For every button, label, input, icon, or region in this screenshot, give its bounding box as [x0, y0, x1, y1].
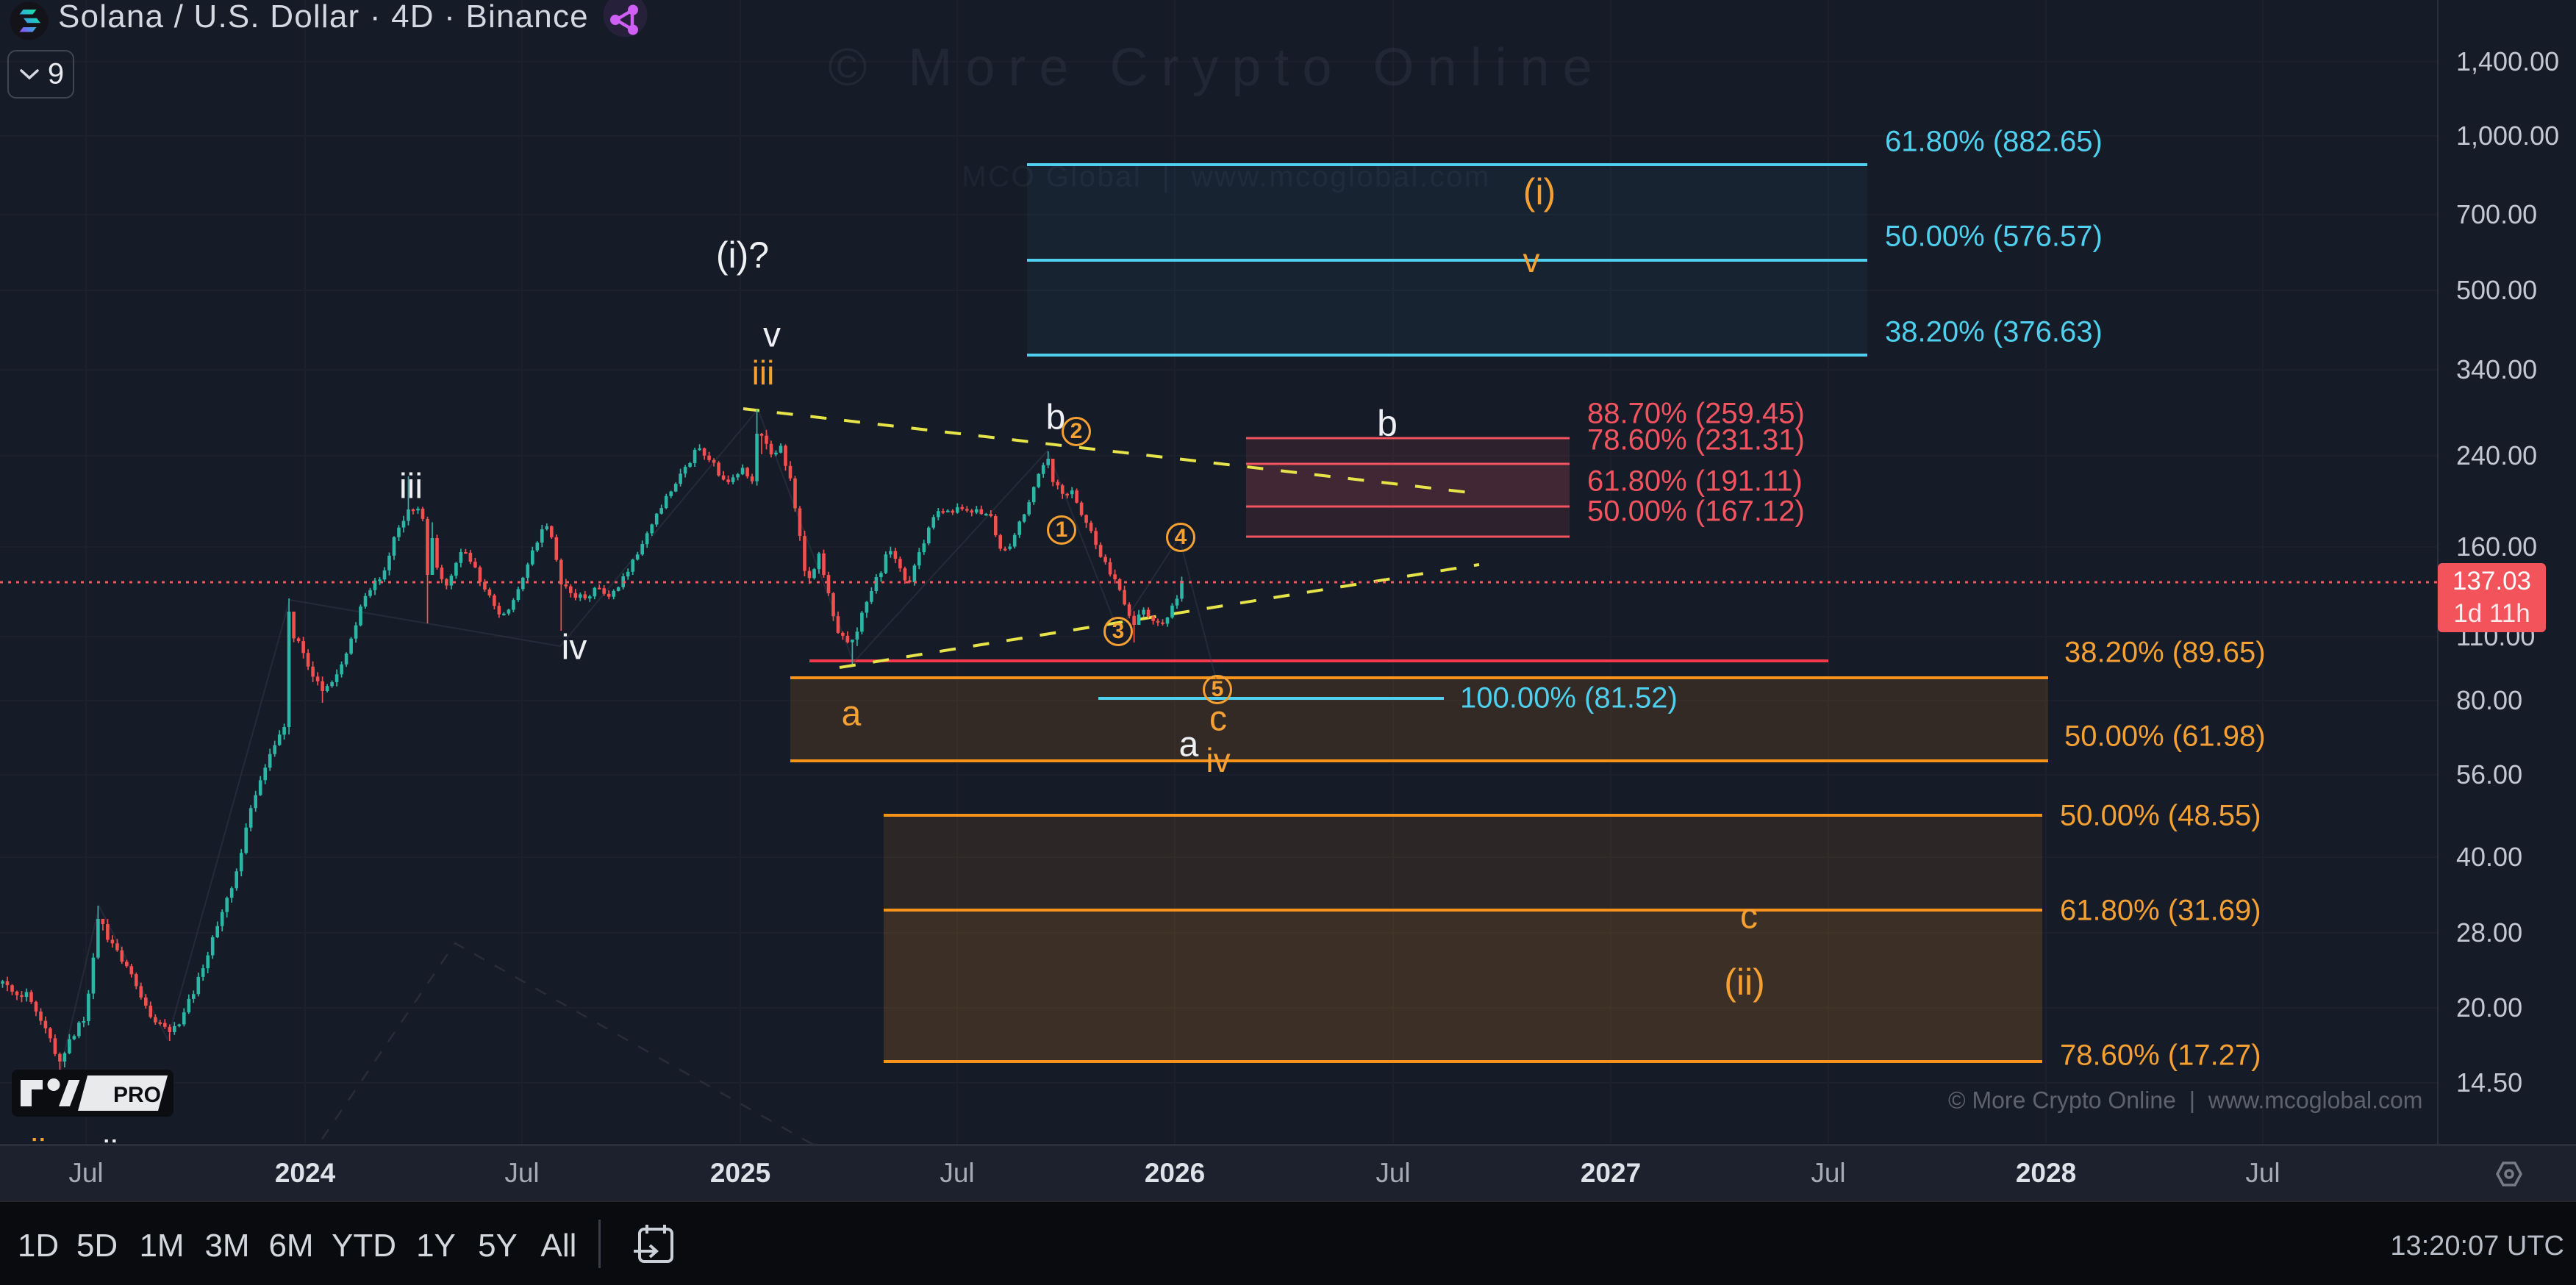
svg-text:PRO: PRO: [113, 1083, 161, 1107]
